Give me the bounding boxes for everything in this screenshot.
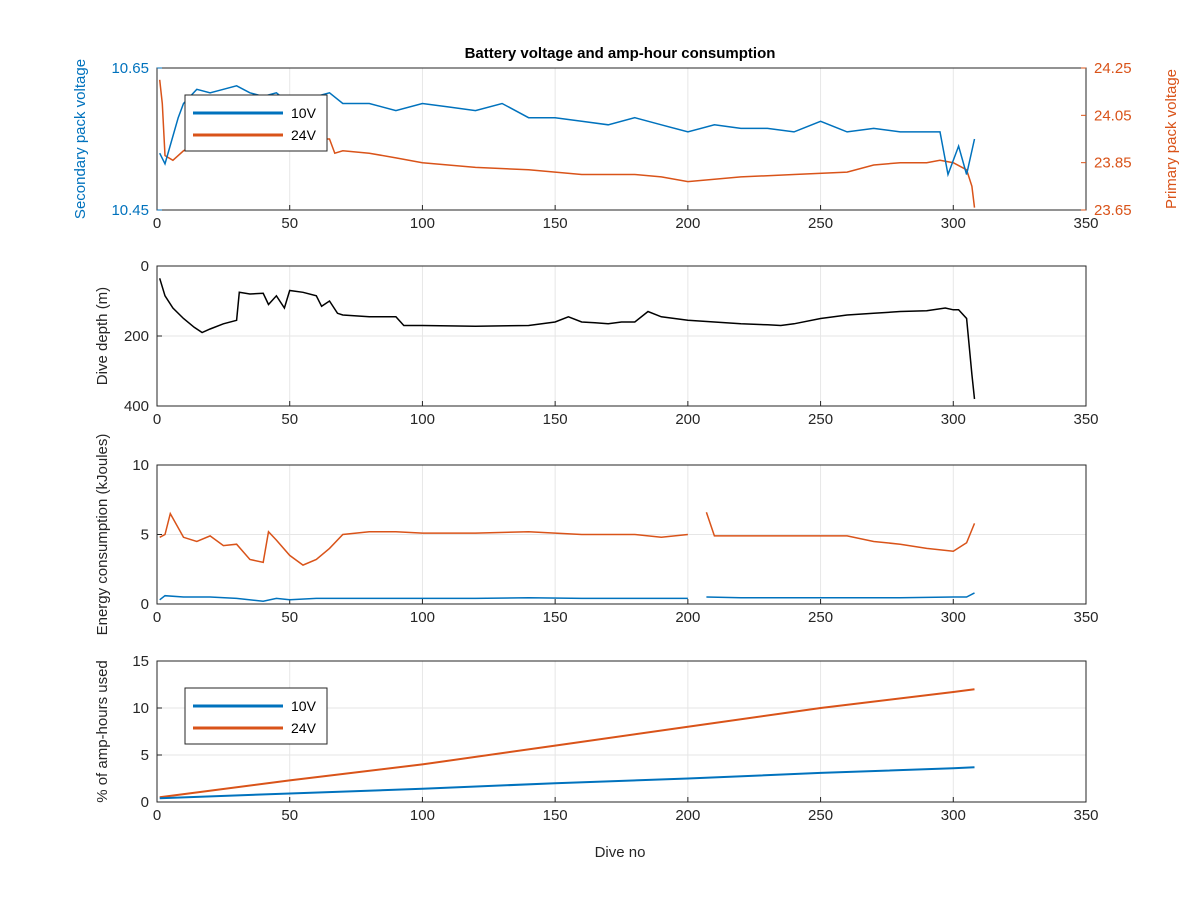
x-tick-label: 250 <box>808 411 833 428</box>
legend-box <box>184 94 328 152</box>
x-tick-label: 0 <box>153 807 161 824</box>
plots-layer: 0 50 100 150 200 250 300 35010.4510.6523.6523.8… <box>72 59 1180 824</box>
x-tick-label: 200 <box>675 807 700 824</box>
x-tick-label: 0 <box>153 215 161 232</box>
y-axis-label: % of amp-hours used <box>94 660 111 803</box>
x-tick-label: 100 <box>410 807 435 824</box>
y-tick-label: 400 <box>124 398 149 415</box>
legend-label-24V: 24V <box>291 127 317 143</box>
x-tick-label: 300 <box>941 807 966 824</box>
y-tick-label: 15 <box>132 653 149 670</box>
axes-box <box>156 265 1087 407</box>
y-tick-label: 10 <box>132 700 149 717</box>
x-tick-label: 150 <box>543 215 568 232</box>
x-tick-label: 250 <box>808 609 833 626</box>
y-tick-label: 5 <box>141 527 149 544</box>
y-axis-label: Secondary pack voltage <box>72 59 89 219</box>
series-line-24V <box>159 511 976 566</box>
y2-tick-label: 23.85 <box>1094 155 1132 172</box>
y-tick-label: 0 <box>141 258 149 275</box>
x-tick-label: 0 <box>153 609 161 626</box>
figure-title: Battery voltage and amp-hour consumption <box>465 45 776 62</box>
y-tick-label: 5 <box>141 747 149 764</box>
x-tick-label: 0 <box>153 411 161 428</box>
x-axis-label: Dive no <box>595 844 646 861</box>
x-tick-label: 300 <box>941 215 966 232</box>
x-tick-label: 100 <box>410 609 435 626</box>
x-tick-label: 350 <box>1073 215 1098 232</box>
series-line-10V <box>159 85 976 178</box>
y-tick-label: 10 <box>132 457 149 474</box>
y2-tick-label: 24.25 <box>1094 60 1132 77</box>
x-tick-label: 250 <box>808 215 833 232</box>
x-tick-label: 150 <box>543 807 568 824</box>
x-tick-label: 300 <box>941 411 966 428</box>
y-axis-label: Energy consumption (kJoules) <box>94 434 111 636</box>
x-tick-label: 150 <box>543 411 568 428</box>
series-line-10V <box>159 592 975 602</box>
series-line-24V <box>159 688 975 799</box>
legend-label-10V: 10V <box>291 698 317 714</box>
x-tick-label: 50 <box>281 215 298 232</box>
x-tick-label: 250 <box>808 807 833 824</box>
y2-tick-label: 23.65 <box>1094 202 1132 219</box>
x-tick-label: 350 <box>1073 411 1098 428</box>
y-tick-label: 10.65 <box>111 60 149 77</box>
y-tick-label: 0 <box>141 794 149 811</box>
axes-box <box>156 660 1087 803</box>
x-tick-label: 300 <box>941 609 966 626</box>
y2-tick-label: 24.05 <box>1094 107 1132 124</box>
x-tick-label: 100 <box>410 411 435 428</box>
legend-box <box>184 687 328 745</box>
x-tick-label: 200 <box>675 609 700 626</box>
x-tick-label: 200 <box>675 411 700 428</box>
x-tick-label: 50 <box>281 807 298 824</box>
x-tick-label: 350 <box>1073 609 1098 626</box>
series-line-depth <box>158 278 976 400</box>
legend-label-24V: 24V <box>291 720 317 736</box>
legend-label-10V: 10V <box>291 105 317 121</box>
x-tick-label: 200 <box>675 215 700 232</box>
axes-box <box>156 464 1087 605</box>
x-tick-label: 150 <box>543 609 568 626</box>
y-tick-label: 10.45 <box>111 202 149 219</box>
series-line-10V <box>159 766 975 800</box>
y-axis-label: Dive depth (m) <box>94 287 111 385</box>
y-tick-label: 200 <box>124 328 149 345</box>
x-tick-label: 50 <box>281 411 298 428</box>
y2-axis-label: Primary pack voltage <box>1163 69 1180 209</box>
x-tick-label: 100 <box>410 215 435 232</box>
y-tick-label: 0 <box>141 596 149 613</box>
axes-box <box>156 67 1087 211</box>
x-tick-label: 350 <box>1073 807 1098 824</box>
x-tick-label: 50 <box>281 609 298 626</box>
